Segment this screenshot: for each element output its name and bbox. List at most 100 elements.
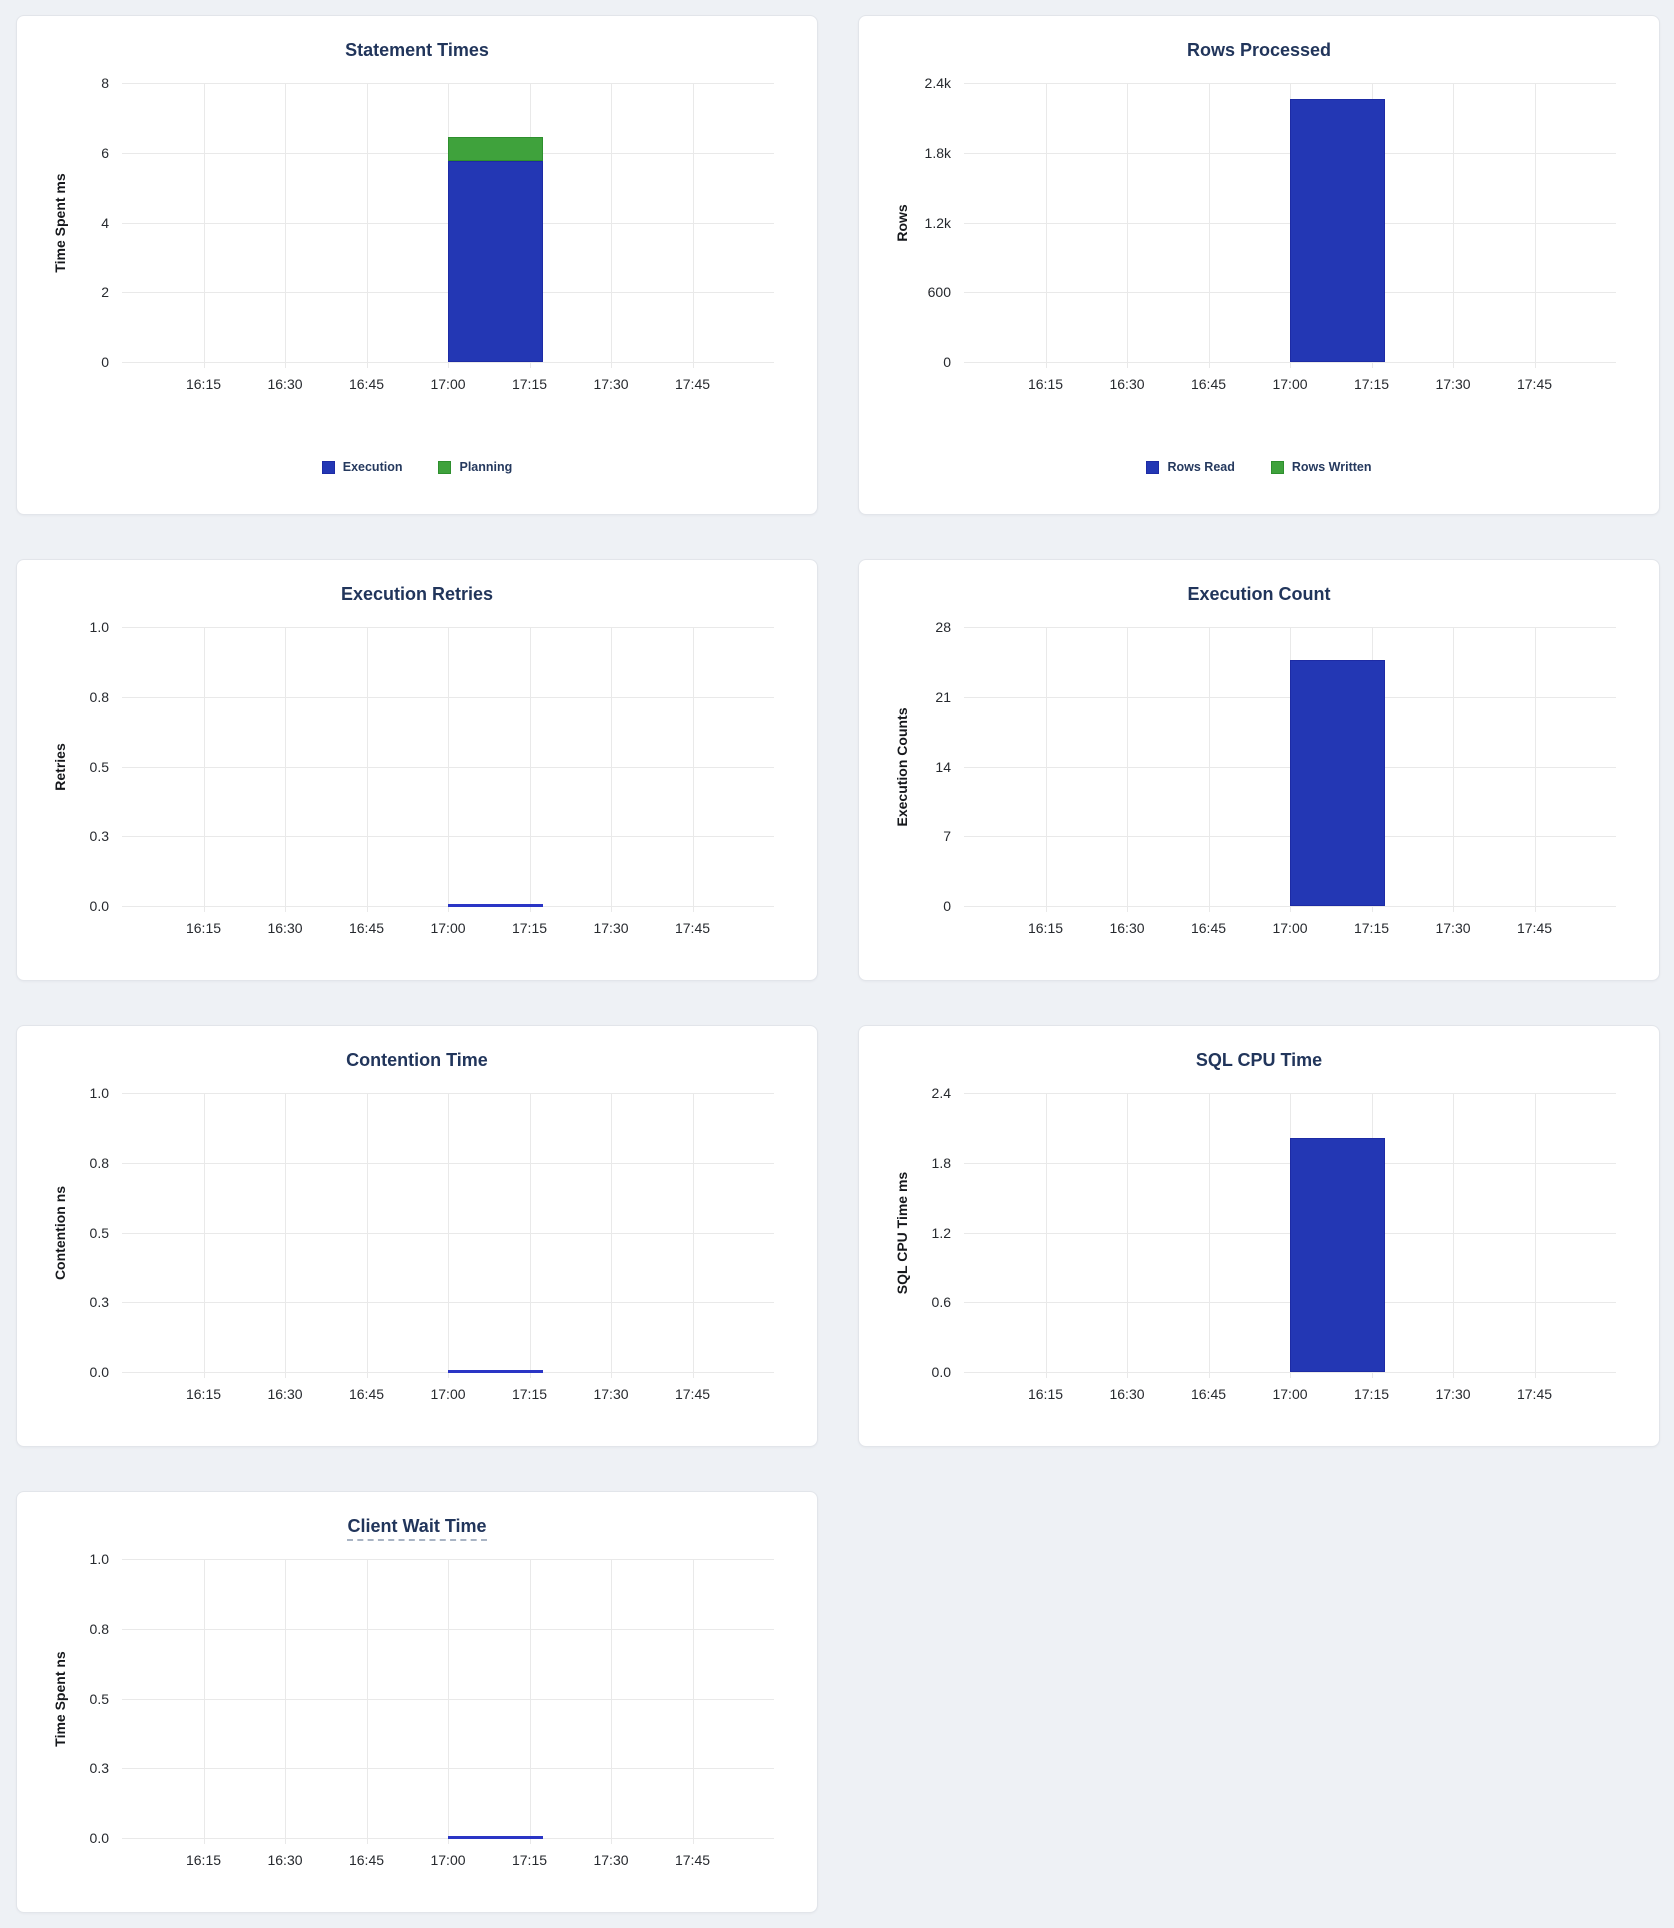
legend-label: Planning [459, 460, 513, 474]
legend-label: Rows Written [1291, 460, 1372, 474]
chart-title-text: Contention Time [346, 1050, 488, 1070]
x-tick-label: 17:00 [430, 376, 466, 392]
legend-item-planning: Planning [438, 460, 512, 474]
x-tick-label: 17:00 [430, 1386, 466, 1402]
x-tick-label: 17:00 [1272, 920, 1308, 936]
chart-title-statement-times: Statement Times [17, 40, 817, 61]
y-tick-label: 0.5 [89, 1690, 109, 1707]
bar-segment-execution[interactable] [448, 161, 543, 362]
plot-area-statement-times[interactable]: 0 2 4 6 8 16:15 16:30 16:45 17:00 17:15 17:30 17:45… [52, 75, 774, 392]
gridline-vertical [1045, 1093, 1047, 1378]
y-axis-label: Rows [894, 203, 910, 242]
y-tick-label: 600 [927, 284, 951, 301]
gridline-vertical [529, 1559, 531, 1844]
chart-card-execution-retries: Execution Retries 0.0 0.3 0.5 0.8 1.0 16:15 16… [16, 559, 818, 981]
y-tick-label: 0 [943, 354, 951, 370]
y-tick-label: 0.5 [89, 758, 109, 775]
legend-rows-processed: Rows Read Rows Written [859, 460, 1659, 474]
legend-swatch-icon [1270, 460, 1284, 474]
gridline-vertical [1453, 83, 1454, 368]
x-tick-label: 17:30 [593, 376, 629, 392]
x-tick-label: 17:30 [593, 920, 629, 936]
chart-title-text: Statement Times [345, 40, 489, 60]
gridline-vertical [692, 83, 694, 368]
x-tick-label: 16:15 [1027, 376, 1064, 392]
gridline-vertical [448, 1093, 449, 1378]
gridline-vertical [203, 1559, 205, 1844]
gridline-vertical [285, 1559, 286, 1844]
chart-title-contention-time: Contention Time [17, 1050, 817, 1071]
y-tick-label: 0.3 [89, 1294, 109, 1311]
x-tick-label: 17:30 [593, 1386, 629, 1402]
gridline-vertical [529, 1093, 531, 1378]
y-axis-label: Contention ns [52, 1185, 68, 1280]
chart-title-execution-retries: Execution Retries [17, 584, 817, 605]
gridline-vertical [203, 627, 205, 912]
plot-area-execution-count[interactable]: 0 7 14 21 28 16:15 16:30 16:45 17:00 17:15 17:30 17… [894, 619, 1616, 936]
x-tick-label: 16:30 [1109, 920, 1145, 936]
plot-area-execution-retries[interactable]: 0.0 0.3 0.5 0.8 1.0 16:15 16:30 16:45 17:00 17:15… [52, 619, 774, 936]
chart-card-execution-count: Execution Count 0 7 14 21 28 16:15 16:30 16:45 1… [858, 559, 1660, 981]
y-tick-label: 6 [101, 144, 109, 161]
y-tick-label: 0.0 [89, 898, 109, 914]
y-tick-label: 2.4 [931, 1085, 951, 1101]
legend-label: Rows Read [1167, 460, 1235, 474]
plot-area-rows-processed[interactable]: 0 600 1.2k 1.8k 2.4k 16:15 16:30 16:45 17:00 17:1… [894, 75, 1616, 392]
chart-title-execution-count: Execution Count [859, 584, 1659, 605]
series-line[interactable] [448, 1370, 543, 1373]
chart-title-text-tooltip[interactable]: Client Wait Time [347, 1516, 487, 1541]
gridline-vertical [1453, 627, 1454, 912]
y-tick-label: 0.0 [931, 1364, 951, 1380]
x-tick-label: 16:45 [348, 376, 385, 392]
y-tick-label: 7 [943, 828, 951, 845]
bar-segment-sql-cpu-time[interactable] [1290, 1138, 1385, 1372]
gridline-vertical [1453, 1093, 1454, 1378]
gridline-vertical [692, 1559, 694, 1844]
plot-area-sql-cpu-time[interactable]: 0.0 0.6 1.2 1.8 2.4 16:15 16:30 16:45 17:00 17:15… [894, 1085, 1616, 1402]
x-tick-label: 16:15 [185, 1386, 222, 1402]
bar-segment-rows-read[interactable] [1290, 99, 1385, 362]
legend-swatch-icon [438, 460, 452, 474]
y-tick-label: 2.4k [924, 75, 951, 91]
gridline-vertical [1127, 1093, 1128, 1378]
gridline-vertical [692, 627, 694, 912]
x-tick-label: 16:30 [267, 376, 303, 392]
x-tick-label: 17:30 [1435, 920, 1471, 936]
x-tick-label: 16:30 [267, 1386, 303, 1402]
gridline-vertical [692, 1093, 694, 1378]
y-tick-label: 2 [101, 284, 109, 301]
gridline-vertical [366, 1559, 368, 1844]
x-tick-label: 16:15 [1027, 920, 1064, 936]
y-tick-label: 21 [935, 688, 951, 705]
x-tick-label: 16:30 [1109, 376, 1145, 392]
gridline-vertical [1208, 1093, 1210, 1378]
chart-title-text: Execution Count [1187, 584, 1331, 604]
x-tick-label: 17:15 [511, 1386, 548, 1402]
y-tick-label: 4 [101, 214, 109, 231]
series-line[interactable] [448, 1836, 543, 1839]
gridline-vertical [203, 83, 205, 368]
y-tick-label: 1.0 [89, 619, 109, 635]
y-tick-label: 1.2 [931, 1224, 951, 1241]
y-tick-label: 0 [943, 898, 951, 914]
x-tick-label: 17:15 [1353, 920, 1390, 936]
x-tick-label: 16:30 [267, 1852, 303, 1868]
gridline-vertical [1534, 83, 1536, 368]
chart-title-text: Execution Retries [340, 584, 494, 604]
series-line[interactable] [448, 904, 543, 907]
gridline-vertical [611, 83, 612, 368]
legend-item-rows-written: Rows Written [1270, 460, 1372, 474]
bar-segment-execution-count[interactable] [1290, 659, 1385, 906]
y-axis-label: Time Spent ns [52, 1650, 68, 1747]
plot-area-client-wait-time[interactable]: 0.0 0.3 0.5 0.8 1.0 16:15 16:30 16:45 17:00 17:15… [52, 1551, 774, 1868]
x-tick-label: 17:00 [1272, 1386, 1308, 1402]
chart-title-sql-cpu-time: SQL CPU Time [859, 1050, 1659, 1071]
gridline-vertical [1045, 83, 1047, 368]
x-tick-label: 17:45 [1516, 376, 1553, 392]
plot-area-contention-time[interactable]: 0.0 0.3 0.5 0.8 1.0 16:15 16:30 16:45 17:00 17:15… [52, 1085, 774, 1402]
y-tick-label: 1.8 [931, 1154, 951, 1171]
bar-segment-planning[interactable] [448, 137, 543, 162]
gridline-vertical [366, 83, 368, 368]
legend-item-execution: Execution [321, 460, 402, 474]
